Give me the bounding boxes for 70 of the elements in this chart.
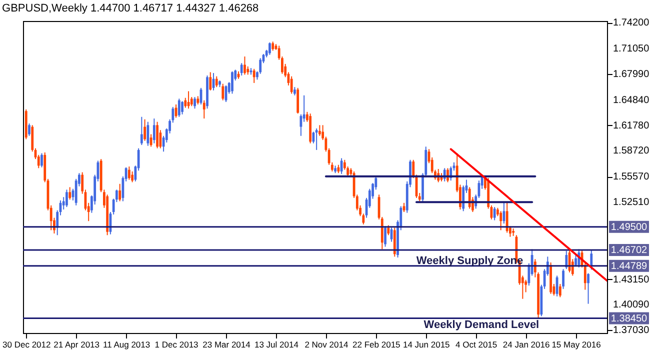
chart-title: GBPUSD,Weekly 1.44700 1.46717 1.44327 1.46268: [2, 2, 259, 15]
candlestick: [28, 122, 30, 136]
x-tick-label: 2 Nov 2014: [304, 340, 348, 350]
candlestick: [268, 42, 271, 56]
ref-line-label: 1.46702: [610, 245, 648, 256]
x-tick-label: 1 Dec 2013: [154, 340, 199, 350]
candlestick: [500, 210, 502, 231]
y-tick-label: 1.43150: [613, 274, 650, 286]
candlestick: [315, 128, 318, 150]
x-tick-label: 15 May 2016: [552, 340, 602, 350]
candlestick: [131, 170, 134, 183]
y-tick-label: 1.37030: [613, 325, 650, 336]
y-tick-label: 1.58720: [613, 146, 650, 157]
candlestick: [240, 62, 243, 76]
candlestick: [290, 76, 293, 94]
candlestick: [222, 83, 224, 101]
candlestick: [152, 118, 156, 144]
candlestick: [502, 202, 506, 224]
candlestick: [128, 166, 130, 180]
candlestick: [244, 56, 246, 76]
candlestick: [565, 250, 568, 270]
candlestick: [506, 202, 508, 234]
y-tick-label: 1.67990: [613, 68, 650, 80]
candlestick: [318, 124, 321, 136]
candlestick: [156, 121, 158, 149]
x-tick-label: 21 Apr 2013: [54, 340, 100, 350]
candlestick: [558, 283, 562, 298]
candlestick: [387, 224, 390, 236]
candlestick: [40, 152, 43, 168]
y-tick-label: 1.55570: [613, 172, 650, 183]
candlestick: [68, 186, 72, 200]
candlestick: [202, 100, 206, 120]
candlestick: [146, 121, 150, 146]
candlestick: [562, 268, 564, 290]
candlestick: [194, 96, 196, 110]
x-tick-label: 4 Oct 2015: [456, 340, 498, 350]
candlestick: [144, 118, 146, 142]
candlestick: [209, 72, 212, 91]
x-tick-label: 14 Jun 2015: [402, 340, 450, 350]
candlestick: [140, 116, 143, 146]
candlestick: [66, 189, 68, 208]
x-tick-label: 11 Aug 2013: [102, 340, 150, 350]
ref-line-label: 1.49500: [610, 222, 648, 233]
x-tick-label: 22 Feb 2015: [352, 340, 401, 350]
candlestick: [231, 70, 234, 94]
candlestick: [587, 272, 590, 304]
y-tick-label: 1.74200: [613, 18, 650, 29]
candlestick: [272, 41, 274, 52]
candlestick: [384, 226, 386, 248]
x-tick-label: 23 Mar 2014: [202, 340, 251, 350]
candlestick: [402, 202, 406, 212]
candlestick: [393, 227, 396, 258]
x-tick-label: 13 Jul 2014: [254, 340, 299, 350]
y-tick-label: 1.40090: [613, 300, 650, 311]
x-tick-label: 30 Dec 2012: [2, 340, 51, 350]
y-tick-label: 1.52510: [613, 196, 650, 208]
ref-line-label: 1.44789: [610, 260, 648, 272]
candlestick: [296, 87, 300, 114]
candlestick: [215, 76, 218, 88]
candlestick: [252, 68, 256, 84]
annotation: Weekly Demand Level: [424, 319, 540, 332]
ref-line-label: 1.38450: [610, 313, 648, 324]
y-tick-label: 1.64840: [613, 94, 650, 106]
candlestick: [181, 100, 184, 115]
y-tick-label: 1.61780: [613, 120, 650, 132]
candlestick: [118, 183, 122, 202]
y-tick-label: 1.71050: [613, 44, 650, 55]
x-tick-label: 24 Jan 2016: [502, 340, 550, 350]
candlestick: [178, 98, 180, 118]
candlestick: [493, 206, 496, 221]
